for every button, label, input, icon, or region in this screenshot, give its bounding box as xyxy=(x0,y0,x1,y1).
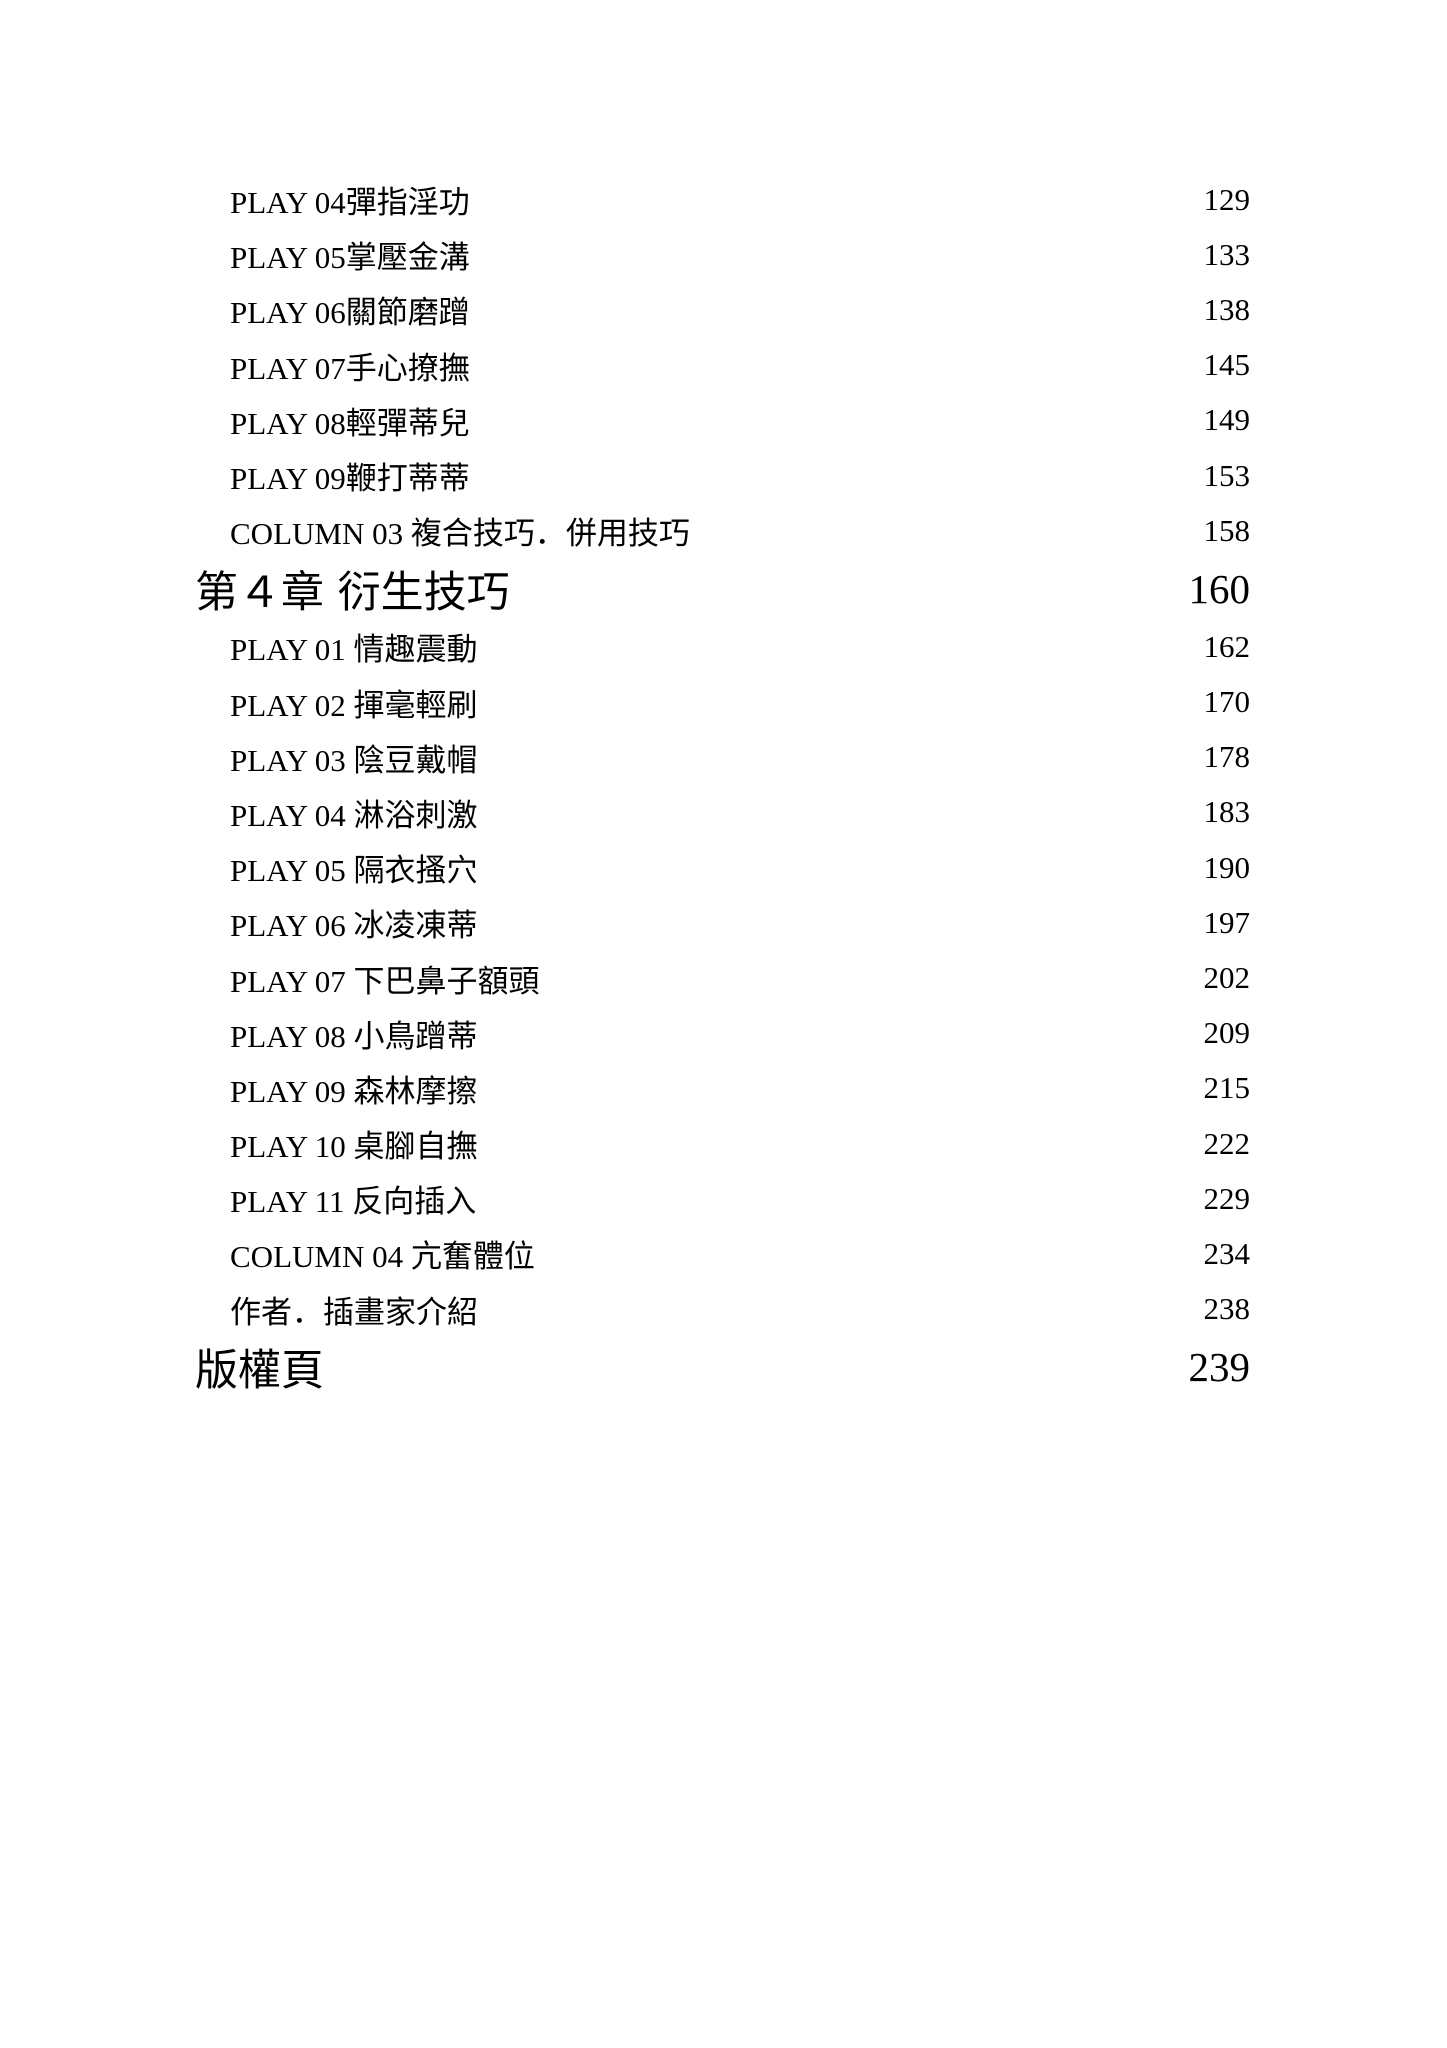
toc-entry-page-number: 234 xyxy=(1203,1235,1251,1271)
toc-entry-title: PLAY 11 反向插入 xyxy=(230,1184,477,1220)
toc-entry-title: PLAY 07 下巴鼻子額頭 xyxy=(230,963,540,999)
toc-entry: PLAY 07 下巴鼻子額頭 202 xyxy=(0,950,1447,1005)
toc-entry: PLAY 04 淋浴刺激 183 xyxy=(0,785,1447,840)
toc-entry: PLAY 02 揮毫輕刷 170 xyxy=(0,675,1447,730)
toc-entry-page-number: 170 xyxy=(1203,684,1251,720)
toc-entry: PLAY 07手心撩撫 145 xyxy=(0,338,1447,393)
toc-entry-title: COLUMN 04 亢奮體位 xyxy=(230,1239,535,1275)
toc-entry-page-number: 153 xyxy=(1203,457,1251,493)
toc-entry-page-number: 215 xyxy=(1203,1070,1251,1106)
toc-entry-title: PLAY 08 小鳥蹭蒂 xyxy=(230,1018,478,1054)
toc-entry-title: 第４章 衍生技巧 xyxy=(195,567,510,618)
toc-entry-page-number: 183 xyxy=(1203,794,1251,830)
toc-entry: PLAY 08輕彈蒂兒 149 xyxy=(0,393,1447,448)
toc-entry: COLUMN 04 亢奮體位 234 xyxy=(0,1226,1447,1281)
toc-entry: PLAY 03 陰豆戴帽 178 xyxy=(0,730,1447,785)
toc-entry-page-number: 229 xyxy=(1203,1180,1251,1216)
toc-entry: 作者．插畫家介紹 238 xyxy=(0,1282,1447,1337)
toc-entry-page-number: 239 xyxy=(1188,1344,1251,1391)
table-of-contents: PLAY 04彈指淫功 129 PLAY 05掌壓金溝 133 PLAY 06關節磨蹭 1… xyxy=(0,172,1447,1398)
toc-entry-page-number: 162 xyxy=(1203,628,1251,664)
toc-entry: PLAY 09 森林摩擦 215 xyxy=(0,1061,1447,1116)
toc-entry-title: PLAY 04 淋浴刺激 xyxy=(230,797,478,833)
toc-entry: PLAY 08 小鳥蹭蒂 209 xyxy=(0,1006,1447,1061)
toc-entry-title: PLAY 03 陰豆戴帽 xyxy=(230,742,478,778)
toc-entry-title: PLAY 05 隔衣搔穴 xyxy=(230,853,478,889)
toc-entry-page-number: 138 xyxy=(1203,291,1251,327)
toc-entry-title: 版權頁 xyxy=(195,1346,324,1397)
toc-entry-title: PLAY 09鞭打蒂蒂 xyxy=(230,461,470,497)
toc-entry-page-number: 129 xyxy=(1203,181,1251,217)
toc-entry-title: PLAY 06關節磨蹭 xyxy=(230,295,470,331)
toc-entry-page-number: 209 xyxy=(1203,1015,1251,1051)
toc-entry: PLAY 04彈指淫功 129 xyxy=(0,172,1447,227)
toc-entry: PLAY 09鞭打蒂蒂 153 xyxy=(0,448,1447,503)
toc-entry-page-number: 149 xyxy=(1203,402,1251,438)
toc-entry: PLAY 05掌壓金溝 133 xyxy=(0,227,1447,282)
toc-entry: COLUMN 03 複合技巧．併用技巧 158 xyxy=(0,503,1447,558)
toc-chapter-entry: 第４章 衍生技巧 160 xyxy=(0,558,1447,619)
toc-entry-page-number: 145 xyxy=(1203,347,1251,383)
toc-entry-title: PLAY 07手心撩撫 xyxy=(230,350,470,386)
toc-entry-page-number: 197 xyxy=(1203,904,1251,940)
toc-chapter-entry: 版權頁 239 xyxy=(0,1337,1447,1398)
toc-entry: PLAY 10 桌腳自撫 222 xyxy=(0,1116,1447,1171)
toc-entry-page-number: 160 xyxy=(1188,565,1251,612)
toc-entry-title: PLAY 08輕彈蒂兒 xyxy=(230,405,470,441)
toc-entry-page-number: 238 xyxy=(1203,1291,1251,1327)
toc-entry-page-number: 190 xyxy=(1203,849,1251,885)
toc-entry-page-number: 158 xyxy=(1203,512,1251,548)
toc-entry: PLAY 11 反向插入 229 xyxy=(0,1171,1447,1226)
toc-entry-title: PLAY 05掌壓金溝 xyxy=(230,240,470,276)
toc-entry-title: PLAY 02 揮毫輕刷 xyxy=(230,687,478,723)
toc-entry: PLAY 01 情趣震動 162 xyxy=(0,619,1447,674)
toc-entry-title: COLUMN 03 複合技巧．併用技巧 xyxy=(230,516,690,552)
toc-entry: PLAY 05 隔衣搔穴 190 xyxy=(0,840,1447,895)
toc-entry: PLAY 06 冰凌凍蒂 197 xyxy=(0,895,1447,950)
toc-entry-title: 作者．插畫家介紹 xyxy=(230,1294,478,1330)
toc-entry-title: PLAY 01 情趣震動 xyxy=(230,632,478,668)
toc-entry-title: PLAY 06 冰凌凍蒂 xyxy=(230,908,478,944)
toc-entry-title: PLAY 04彈指淫功 xyxy=(230,185,470,221)
toc-entry: PLAY 06關節磨蹭 138 xyxy=(0,282,1447,337)
toc-entry-title: PLAY 09 森林摩擦 xyxy=(230,1073,478,1109)
toc-entry-page-number: 222 xyxy=(1203,1125,1251,1161)
toc-entry-title: PLAY 10 桌腳自撫 xyxy=(230,1129,478,1165)
toc-entry-page-number: 178 xyxy=(1203,739,1251,775)
toc-entry-page-number: 133 xyxy=(1203,236,1251,272)
toc-entry-page-number: 202 xyxy=(1203,960,1251,996)
